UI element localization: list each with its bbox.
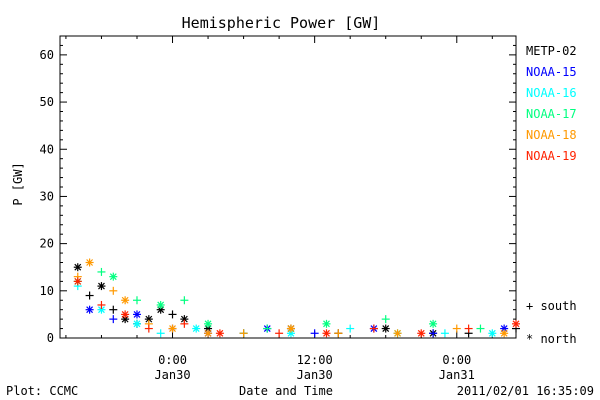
data-point (156, 329, 165, 338)
data-point (417, 329, 426, 338)
data-point (73, 263, 82, 272)
data-point (215, 329, 224, 338)
data-point (132, 310, 141, 319)
data-point (429, 319, 438, 328)
marker-legend-item: + south (526, 299, 577, 313)
data-point (144, 324, 153, 333)
data-point (322, 329, 331, 338)
data-point (500, 329, 509, 338)
data-point (429, 329, 438, 338)
data-point (286, 324, 295, 333)
y-tick-label: 0 (47, 331, 54, 345)
data-point (144, 315, 153, 324)
data-point (263, 324, 272, 333)
x-axis-label: Date and Time (239, 384, 333, 398)
x-tick-label-time: 0:00 (442, 353, 471, 367)
data-point (85, 305, 94, 314)
x-tick-label-time: 0:00 (158, 353, 187, 367)
data-point (204, 319, 213, 328)
legend-item: NOAA-15 (526, 65, 577, 79)
data-point (393, 329, 402, 338)
y-tick-label: 50 (40, 95, 54, 109)
data-point (85, 258, 94, 267)
chart-title: Hemispheric Power [GW] (182, 14, 381, 32)
plot-source-label: Plot: CCMC (6, 384, 78, 398)
legend-item: NOAA-19 (526, 149, 577, 163)
data-point (180, 296, 189, 305)
data-point (97, 282, 106, 291)
data-point (97, 267, 106, 276)
data-point (310, 329, 319, 338)
data-point (512, 319, 520, 328)
data-point (346, 324, 355, 333)
x-tick-label-date: Jan30 (297, 368, 333, 382)
data-point (97, 300, 106, 309)
data-point (239, 329, 248, 338)
data-point (132, 319, 141, 328)
x-tick-label-date: Jan30 (154, 368, 190, 382)
data-point (85, 291, 94, 300)
plot-frame (59, 35, 517, 339)
data-point (132, 296, 141, 305)
legend-item: NOAA-18 (526, 128, 577, 142)
data-point (180, 319, 189, 328)
legend-item: NOAA-16 (526, 86, 577, 100)
data-point (381, 324, 390, 333)
marker-legend-item: * north (526, 332, 577, 346)
data-point (334, 329, 343, 338)
y-tick-label: 40 (40, 142, 54, 156)
data-point (121, 296, 130, 305)
legend-item: NOAA-17 (526, 107, 577, 121)
y-tick-label: 10 (40, 284, 54, 298)
data-point (168, 324, 177, 333)
data-point (109, 305, 118, 314)
data-point (322, 319, 331, 328)
data-point (488, 329, 497, 338)
y-tick-label: 60 (40, 48, 54, 62)
axes-frame: 0:00Jan3012:00Jan300:00Jan31010203040506… (40, 35, 517, 382)
data-point (121, 310, 130, 319)
data-point (156, 300, 165, 309)
data-points (73, 258, 520, 338)
data-point (109, 315, 118, 324)
plot-timestamp: 2011/02/01 16:35:09 (457, 384, 594, 398)
legend: METP-02 NOAA-15 NOAA-16 NOAA-17 NOAA-18 NOAA-… (526, 44, 577, 346)
data-point (73, 277, 82, 286)
data-point (381, 315, 390, 324)
data-point (109, 272, 118, 281)
x-tick-label-date: Jan31 (439, 368, 475, 382)
legend-item: METP-02 (526, 44, 577, 58)
data-point (192, 324, 201, 333)
x-tick-label-time: 12:00 (297, 353, 333, 367)
data-point (275, 329, 284, 338)
y-axis-label: P [GW] (11, 162, 25, 205)
y-tick-label: 30 (40, 189, 54, 203)
data-point (204, 329, 213, 338)
data-point (464, 324, 473, 333)
y-tick-label: 20 (40, 237, 54, 251)
data-point (109, 286, 118, 295)
data-point (476, 324, 485, 333)
data-point (168, 310, 177, 319)
data-point (440, 329, 449, 338)
data-point (369, 324, 378, 333)
data-point (452, 324, 461, 333)
